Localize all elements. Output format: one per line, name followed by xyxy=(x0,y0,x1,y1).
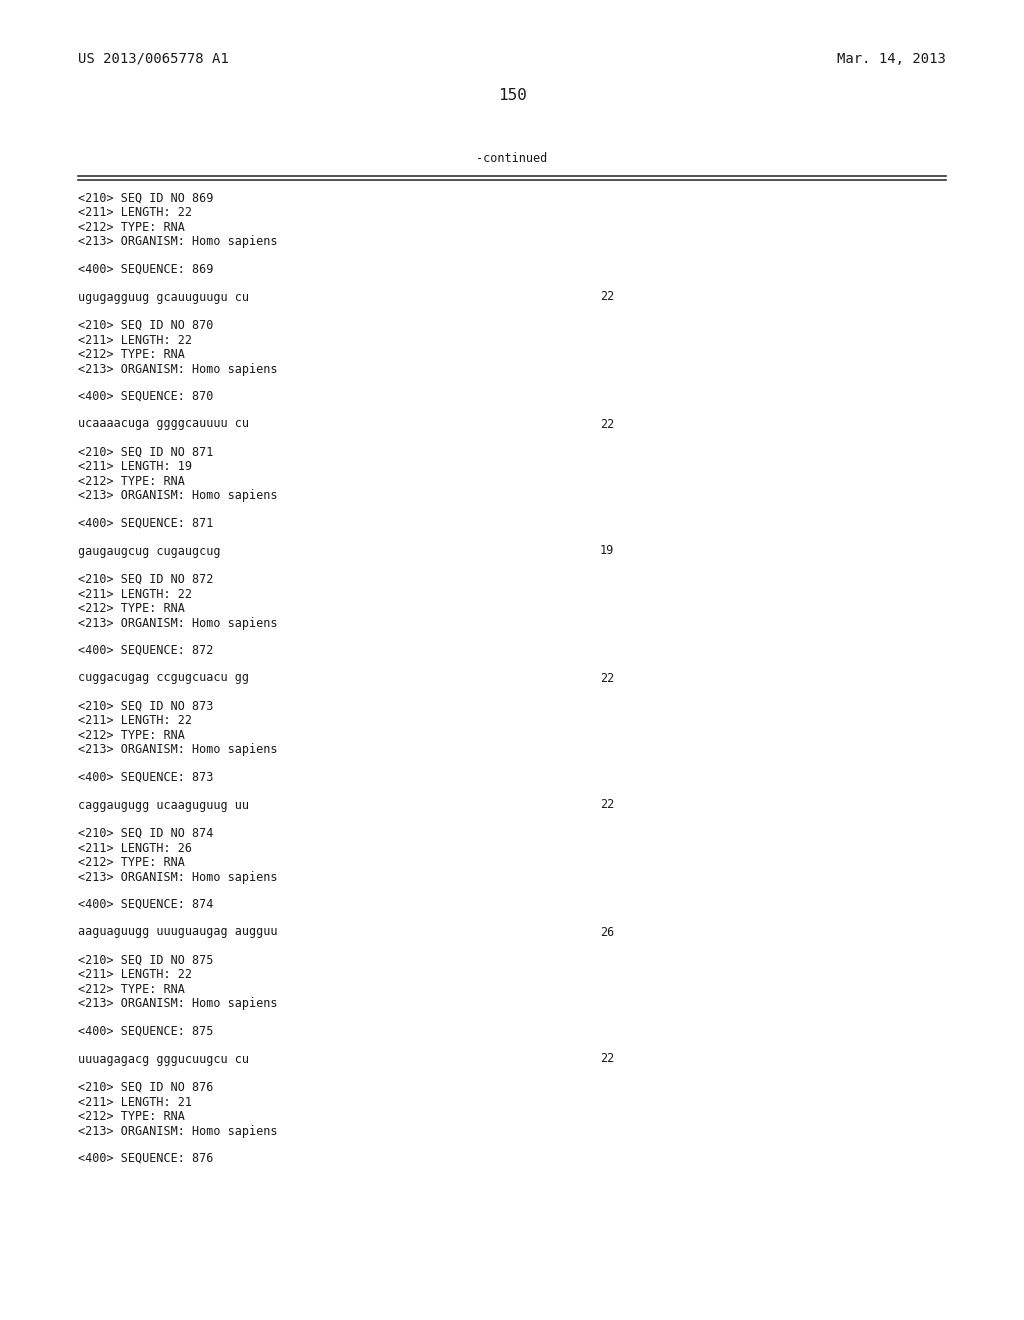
Text: <400> SEQUENCE: 876: <400> SEQUENCE: 876 xyxy=(78,1152,213,1166)
Text: 22: 22 xyxy=(600,672,614,685)
Text: <400> SEQUENCE: 869: <400> SEQUENCE: 869 xyxy=(78,263,213,276)
Text: <212> TYPE: RNA: <212> TYPE: RNA xyxy=(78,1110,185,1123)
Text: <210> SEQ ID NO 870: <210> SEQ ID NO 870 xyxy=(78,319,213,333)
Text: <213> ORGANISM: Homo sapiens: <213> ORGANISM: Homo sapiens xyxy=(78,998,278,1011)
Text: <211> LENGTH: 22: <211> LENGTH: 22 xyxy=(78,206,193,219)
Text: 22: 22 xyxy=(600,417,614,430)
Text: <212> TYPE: RNA: <212> TYPE: RNA xyxy=(78,729,185,742)
Text: <212> TYPE: RNA: <212> TYPE: RNA xyxy=(78,348,185,360)
Text: <212> TYPE: RNA: <212> TYPE: RNA xyxy=(78,220,185,234)
Text: <211> LENGTH: 22: <211> LENGTH: 22 xyxy=(78,334,193,346)
Text: 26: 26 xyxy=(600,925,614,939)
Text: <211> LENGTH: 22: <211> LENGTH: 22 xyxy=(78,714,193,727)
Text: <210> SEQ ID NO 873: <210> SEQ ID NO 873 xyxy=(78,700,213,713)
Text: <212> TYPE: RNA: <212> TYPE: RNA xyxy=(78,602,185,615)
Text: <400> SEQUENCE: 873: <400> SEQUENCE: 873 xyxy=(78,771,213,784)
Text: 22: 22 xyxy=(600,799,614,812)
Text: <211> LENGTH: 22: <211> LENGTH: 22 xyxy=(78,587,193,601)
Text: <400> SEQUENCE: 872: <400> SEQUENCE: 872 xyxy=(78,644,213,657)
Text: 19: 19 xyxy=(600,544,614,557)
Text: <213> ORGANISM: Homo sapiens: <213> ORGANISM: Homo sapiens xyxy=(78,490,278,503)
Text: ugugagguug gcauuguugu cu: ugugagguug gcauuguugu cu xyxy=(78,290,249,304)
Text: 22: 22 xyxy=(600,1052,614,1065)
Text: <210> SEQ ID NO 874: <210> SEQ ID NO 874 xyxy=(78,828,213,840)
Text: US 2013/0065778 A1: US 2013/0065778 A1 xyxy=(78,51,228,66)
Text: <213> ORGANISM: Homo sapiens: <213> ORGANISM: Homo sapiens xyxy=(78,616,278,630)
Text: <212> TYPE: RNA: <212> TYPE: RNA xyxy=(78,475,185,488)
Text: <210> SEQ ID NO 869: <210> SEQ ID NO 869 xyxy=(78,191,213,205)
Text: <211> LENGTH: 19: <211> LENGTH: 19 xyxy=(78,461,193,474)
Text: caggaugugg ucaaguguug uu: caggaugugg ucaaguguug uu xyxy=(78,799,249,812)
Text: 150: 150 xyxy=(498,88,526,103)
Text: <400> SEQUENCE: 875: <400> SEQUENCE: 875 xyxy=(78,1026,213,1038)
Text: cuggacugag ccgugcuacu gg: cuggacugag ccgugcuacu gg xyxy=(78,672,249,685)
Text: <213> ORGANISM: Homo sapiens: <213> ORGANISM: Homo sapiens xyxy=(78,743,278,756)
Text: <210> SEQ ID NO 871: <210> SEQ ID NO 871 xyxy=(78,446,213,459)
Text: <400> SEQUENCE: 874: <400> SEQUENCE: 874 xyxy=(78,898,213,911)
Text: <213> ORGANISM: Homo sapiens: <213> ORGANISM: Homo sapiens xyxy=(78,870,278,883)
Text: ucaaaacuga ggggcauuuu cu: ucaaaacuga ggggcauuuu cu xyxy=(78,417,249,430)
Text: <211> LENGTH: 26: <211> LENGTH: 26 xyxy=(78,842,193,854)
Text: -continued: -continued xyxy=(476,152,548,165)
Text: <213> ORGANISM: Homo sapiens: <213> ORGANISM: Homo sapiens xyxy=(78,363,278,375)
Text: <210> SEQ ID NO 876: <210> SEQ ID NO 876 xyxy=(78,1081,213,1094)
Text: <213> ORGANISM: Homo sapiens: <213> ORGANISM: Homo sapiens xyxy=(78,1125,278,1138)
Text: <210> SEQ ID NO 872: <210> SEQ ID NO 872 xyxy=(78,573,213,586)
Text: <213> ORGANISM: Homo sapiens: <213> ORGANISM: Homo sapiens xyxy=(78,235,278,248)
Text: <211> LENGTH: 21: <211> LENGTH: 21 xyxy=(78,1096,193,1109)
Text: aaguaguugg uuuguaugag augguu: aaguaguugg uuuguaugag augguu xyxy=(78,925,278,939)
Text: uuuagagacg gggucuugcu cu: uuuagagacg gggucuugcu cu xyxy=(78,1052,249,1065)
Text: <400> SEQUENCE: 870: <400> SEQUENCE: 870 xyxy=(78,389,213,403)
Text: <211> LENGTH: 22: <211> LENGTH: 22 xyxy=(78,969,193,982)
Text: <210> SEQ ID NO 875: <210> SEQ ID NO 875 xyxy=(78,954,213,968)
Text: <212> TYPE: RNA: <212> TYPE: RNA xyxy=(78,983,185,997)
Text: <400> SEQUENCE: 871: <400> SEQUENCE: 871 xyxy=(78,517,213,531)
Text: 22: 22 xyxy=(600,290,614,304)
Text: Mar. 14, 2013: Mar. 14, 2013 xyxy=(838,51,946,66)
Text: <212> TYPE: RNA: <212> TYPE: RNA xyxy=(78,855,185,869)
Text: gaugaugcug cugaugcug: gaugaugcug cugaugcug xyxy=(78,544,220,557)
